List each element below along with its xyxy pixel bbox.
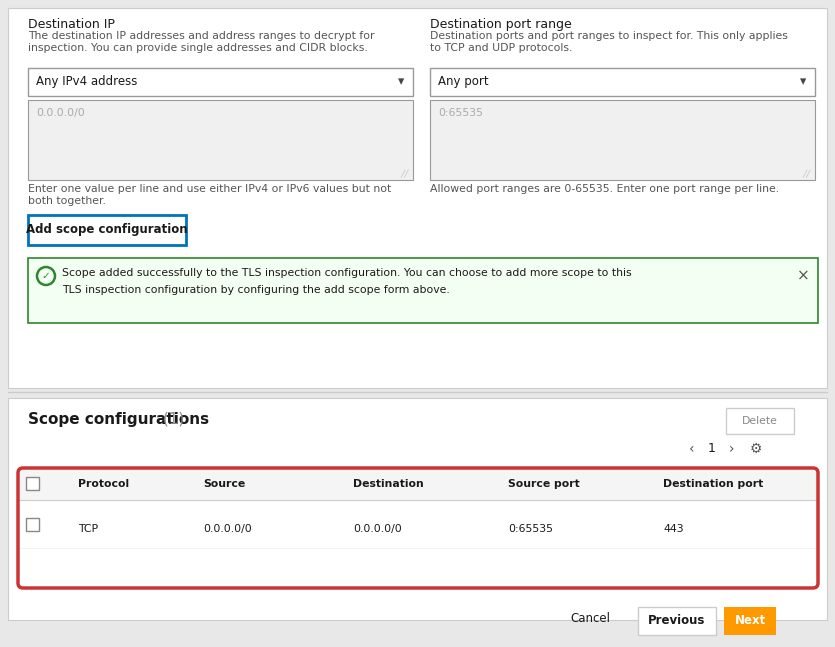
Bar — [28, 258, 818, 323]
Text: Destination port: Destination port — [663, 479, 763, 489]
Text: Protocol: Protocol — [78, 479, 129, 489]
Text: Enter one value per line and use either IPv4 or IPv6 values but not
both togethe: Enter one value per line and use either … — [28, 184, 392, 206]
Text: Next: Next — [734, 615, 766, 628]
Bar — [724, 607, 776, 635]
Text: Scope added successfully to the TLS inspection configuration. You can choose to : Scope added successfully to the TLS insp… — [62, 268, 631, 278]
Text: Destination: Destination — [353, 479, 423, 489]
Text: ✓: ✓ — [42, 271, 50, 281]
Text: Any IPv4 address: Any IPv4 address — [36, 75, 138, 88]
Text: Destination ports and port ranges to inspect for. This only applies
to TCP and U: Destination ports and port ranges to ins… — [430, 31, 788, 52]
Text: The destination IP addresses and address ranges to decrypt for
inspection. You c: The destination IP addresses and address… — [28, 31, 375, 52]
Text: ╱╱: ╱╱ — [802, 170, 811, 178]
Bar — [18, 468, 818, 500]
Text: 0:65535: 0:65535 — [508, 524, 553, 534]
Text: Source port: Source port — [508, 479, 579, 489]
Text: 443: 443 — [663, 524, 684, 534]
Text: ›: › — [729, 442, 735, 456]
Text: 0.0.0.0/0: 0.0.0.0/0 — [353, 524, 402, 534]
Bar — [726, 408, 794, 434]
Text: ▾: ▾ — [397, 76, 404, 89]
Bar — [8, 8, 827, 388]
Text: Any port: Any port — [438, 75, 488, 88]
Text: (1): (1) — [158, 412, 185, 427]
Bar — [8, 398, 827, 620]
Text: Delete: Delete — [742, 416, 778, 426]
Bar — [430, 68, 815, 96]
Text: ▾: ▾ — [800, 76, 806, 89]
Text: 0.0.0.0/0: 0.0.0.0/0 — [203, 524, 251, 534]
Text: 0:65535: 0:65535 — [438, 108, 483, 118]
Bar — [28, 215, 186, 245]
Bar — [28, 100, 413, 180]
Bar — [28, 68, 413, 96]
Bar — [26, 477, 39, 490]
Text: ⚙: ⚙ — [750, 442, 762, 456]
Text: TCP: TCP — [78, 524, 99, 534]
Text: Scope configurations: Scope configurations — [28, 412, 209, 427]
Text: ×: × — [797, 269, 810, 283]
Text: Cancel: Cancel — [570, 613, 610, 626]
Text: ╱╱: ╱╱ — [401, 170, 409, 178]
Text: Allowed port ranges are 0-65535. Enter one port range per line.: Allowed port ranges are 0-65535. Enter o… — [430, 184, 779, 194]
Text: 0.0.0.0/0: 0.0.0.0/0 — [36, 108, 84, 118]
Text: 1: 1 — [708, 443, 716, 455]
Text: Source: Source — [203, 479, 245, 489]
Bar — [430, 100, 815, 180]
Bar — [638, 607, 716, 635]
Bar — [26, 518, 39, 531]
Text: Previous: Previous — [648, 615, 706, 628]
Text: ‹: ‹ — [689, 442, 695, 456]
Text: TLS inspection configuration by configuring the add scope form above.: TLS inspection configuration by configur… — [62, 285, 450, 295]
Text: Destination port range: Destination port range — [430, 18, 572, 31]
Text: Add scope configuration: Add scope configuration — [26, 223, 188, 237]
Text: Destination IP: Destination IP — [28, 18, 115, 31]
